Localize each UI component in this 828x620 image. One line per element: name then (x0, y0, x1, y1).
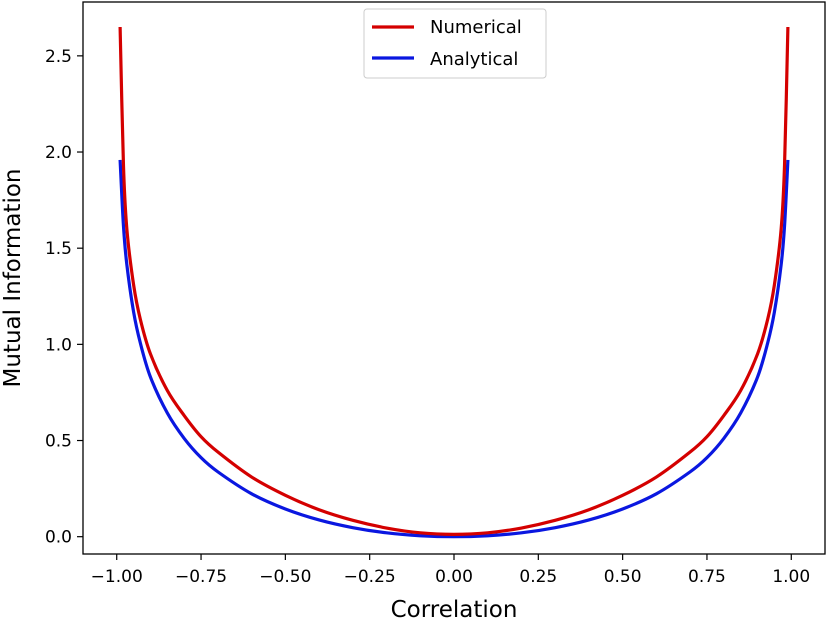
legend-label-analytical: Analytical (430, 49, 518, 70)
y-axis: 0.0 0.5 1.0 1.5 2.0 2.5 (45, 47, 83, 548)
legend: Numerical Analytical (363, 8, 547, 79)
x-tick-label: 0.75 (688, 567, 726, 587)
x-tick-label: −1.00 (91, 567, 143, 587)
y-tick-label: 2.0 (45, 143, 72, 163)
x-tick-label: 1.00 (772, 567, 810, 587)
y-tick-label: 1.5 (45, 239, 72, 259)
y-tick-label: 0.5 (45, 432, 72, 452)
axes-frame (82, 1, 826, 555)
x-axis: −1.00 −0.75 −0.50 −0.25 0.00 0.25 0.50 0.75 1.00 (91, 554, 810, 587)
y-tick-label: 1.0 (45, 335, 72, 355)
x-tick-label: −0.50 (259, 567, 311, 587)
x-tick-label: 0.50 (604, 567, 642, 587)
y-tick-label: 2.5 (45, 47, 72, 67)
x-tick-label: −0.75 (175, 567, 227, 587)
y-axis-label: Mutual Information (0, 169, 26, 388)
series-line-analytical (118, 159, 790, 539)
y-tick-label: 0.0 (45, 528, 72, 548)
legend-label-numerical: Numerical (430, 17, 522, 38)
series-line-numerical (118, 26, 790, 536)
x-tick-label: 0.25 (519, 567, 557, 587)
x-tick-label: −0.25 (344, 567, 396, 587)
x-tick-label: 0.00 (435, 567, 473, 587)
x-axis-label: Correlation (391, 597, 518, 620)
plot-area (118, 26, 790, 539)
